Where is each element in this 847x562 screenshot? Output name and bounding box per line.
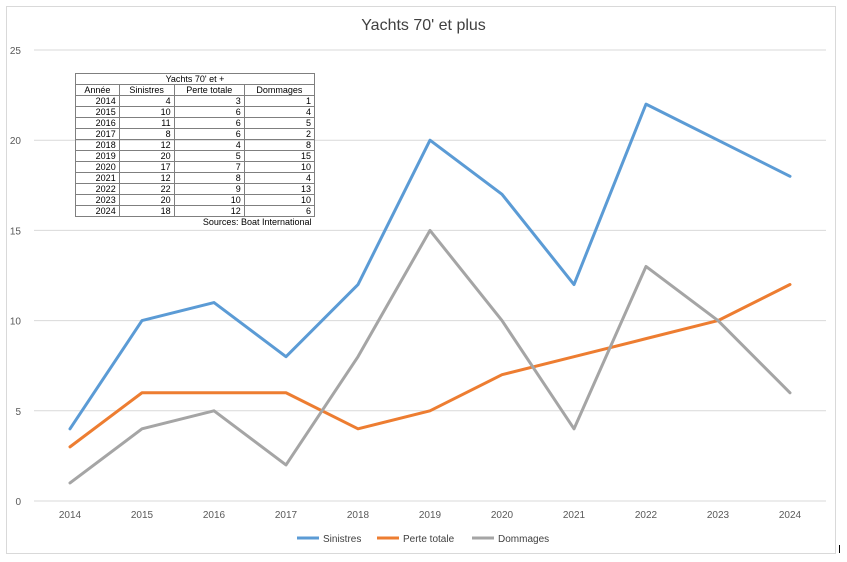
x-tick-label: 2018 [347,510,370,521]
table-cell: 5 [173,150,245,162]
table-row: 2016 11 6 5 [75,117,316,129]
y-tick-label: 5 [15,407,21,418]
table-cell: 2019 [75,150,120,162]
table-row: 2020 17 7 10 [75,161,316,173]
y-tick-label: 20 [10,136,22,147]
legend-label: Dommages [498,534,549,545]
table-cell: 2020 [75,161,120,173]
y-tick-label: 0 [15,497,21,508]
x-tick-label: 2017 [275,510,298,521]
series-line-sinistres [68,102,792,431]
table-cell: 10 [118,106,175,118]
table-cell: 12 [118,139,175,151]
table-cell: 2015 [75,106,120,118]
x-tick-label: 2021 [563,510,586,521]
table-header-cell: Sinistres [118,84,175,96]
x-tick-label: 2014 [59,510,82,521]
table-cell: 6 [173,128,245,140]
table-cell: 6 [173,106,245,118]
x-tick-label: 2019 [419,510,442,521]
table-cell: 5 [243,117,316,129]
table-cell: 22 [118,183,175,195]
table-cell: 2022 [75,183,120,195]
x-tick-label: 2024 [779,510,802,521]
table-cell: 6 [243,205,316,217]
table-row: 2024 18 12 6 [75,205,316,217]
chart-title: Yachts 70' et plus [361,17,486,34]
x-tick-label: 2020 [491,510,514,521]
table-cell: 8 [243,139,316,151]
table-cell: 2017 [75,128,120,140]
table-cell: 15 [243,150,316,162]
table-row: 2021 12 8 4 [75,172,316,184]
series-line-perte-totale [68,283,792,449]
table-cell: 2021 [75,172,120,184]
table-cell: 17 [118,161,175,173]
table-cell: 8 [173,172,245,184]
table-row: 2018 12 4 8 [75,139,316,151]
y-tick-label: 15 [10,226,22,237]
table-cell: 10 [243,194,316,206]
table-row: 2017 8 6 2 [75,128,316,140]
table-cell: 2 [243,128,316,140]
x-tick-label: 2023 [707,510,730,521]
series-line-dommages [68,228,792,485]
table-source-row: Sources: Boat International [76,217,315,228]
table-cell: 4 [173,139,245,151]
table-cell: 12 [118,172,175,184]
table-header-cell: Perte totale [173,84,245,96]
table-cell: 18 [118,205,175,217]
table-cell: 2014 [75,95,120,107]
table-row: 2014 4 3 1 [75,95,316,107]
legend-label: Perte totale [403,534,455,545]
table-cell: 1 [243,95,316,107]
table-title: Yachts 70' et + [75,73,315,85]
table-header-cell: Année [75,84,120,96]
table-cell: 20 [118,194,175,206]
table-cell: 13 [243,183,316,195]
table-cell: 11 [118,117,175,129]
table-row: 2023 20 10 10 [75,194,316,206]
table-title-row: Yachts 70' et + [75,73,315,85]
table-row: 2015 10 6 4 [75,106,316,118]
table-cell: 3 [173,95,245,107]
table-cell: 7 [173,161,245,173]
table-cell: 2023 [75,194,120,206]
x-tick-label: 2015 [131,510,154,521]
table-cell: 10 [173,194,245,206]
legend-label: Sinistres [323,534,361,545]
table-cell: 2018 [75,139,120,151]
table-cell: 6 [173,117,245,129]
table-source: Sources: Boat International [202,217,312,227]
x-tick-label: 2022 [635,510,658,521]
table-cell: 12 [173,205,245,217]
table-cell: 2024 [75,205,120,217]
table-cell: 10 [243,161,316,173]
table-cell: 8 [118,128,175,140]
y-tick-label: 10 [10,317,22,328]
table-cell: 9 [173,183,245,195]
table-row: 2022 22 9 13 [75,183,316,195]
y-tick-label: 25 [10,46,22,57]
table-row: 2019 20 5 15 [75,150,316,162]
x-tick-label: 2016 [203,510,226,521]
corner-mark [839,545,840,553]
table-cell: 4 [243,172,316,184]
data-table: Yachts 70' et + Année Sinistres Perte total… [75,73,316,228]
table-cell: 20 [118,150,175,162]
table-header-row: Année Sinistres Perte totale Dommages [75,84,316,96]
table-header-cell: Dommages [243,84,316,96]
table-cell: 4 [243,106,316,118]
table-cell: 4 [118,95,175,107]
table-cell: 2016 [75,117,120,129]
